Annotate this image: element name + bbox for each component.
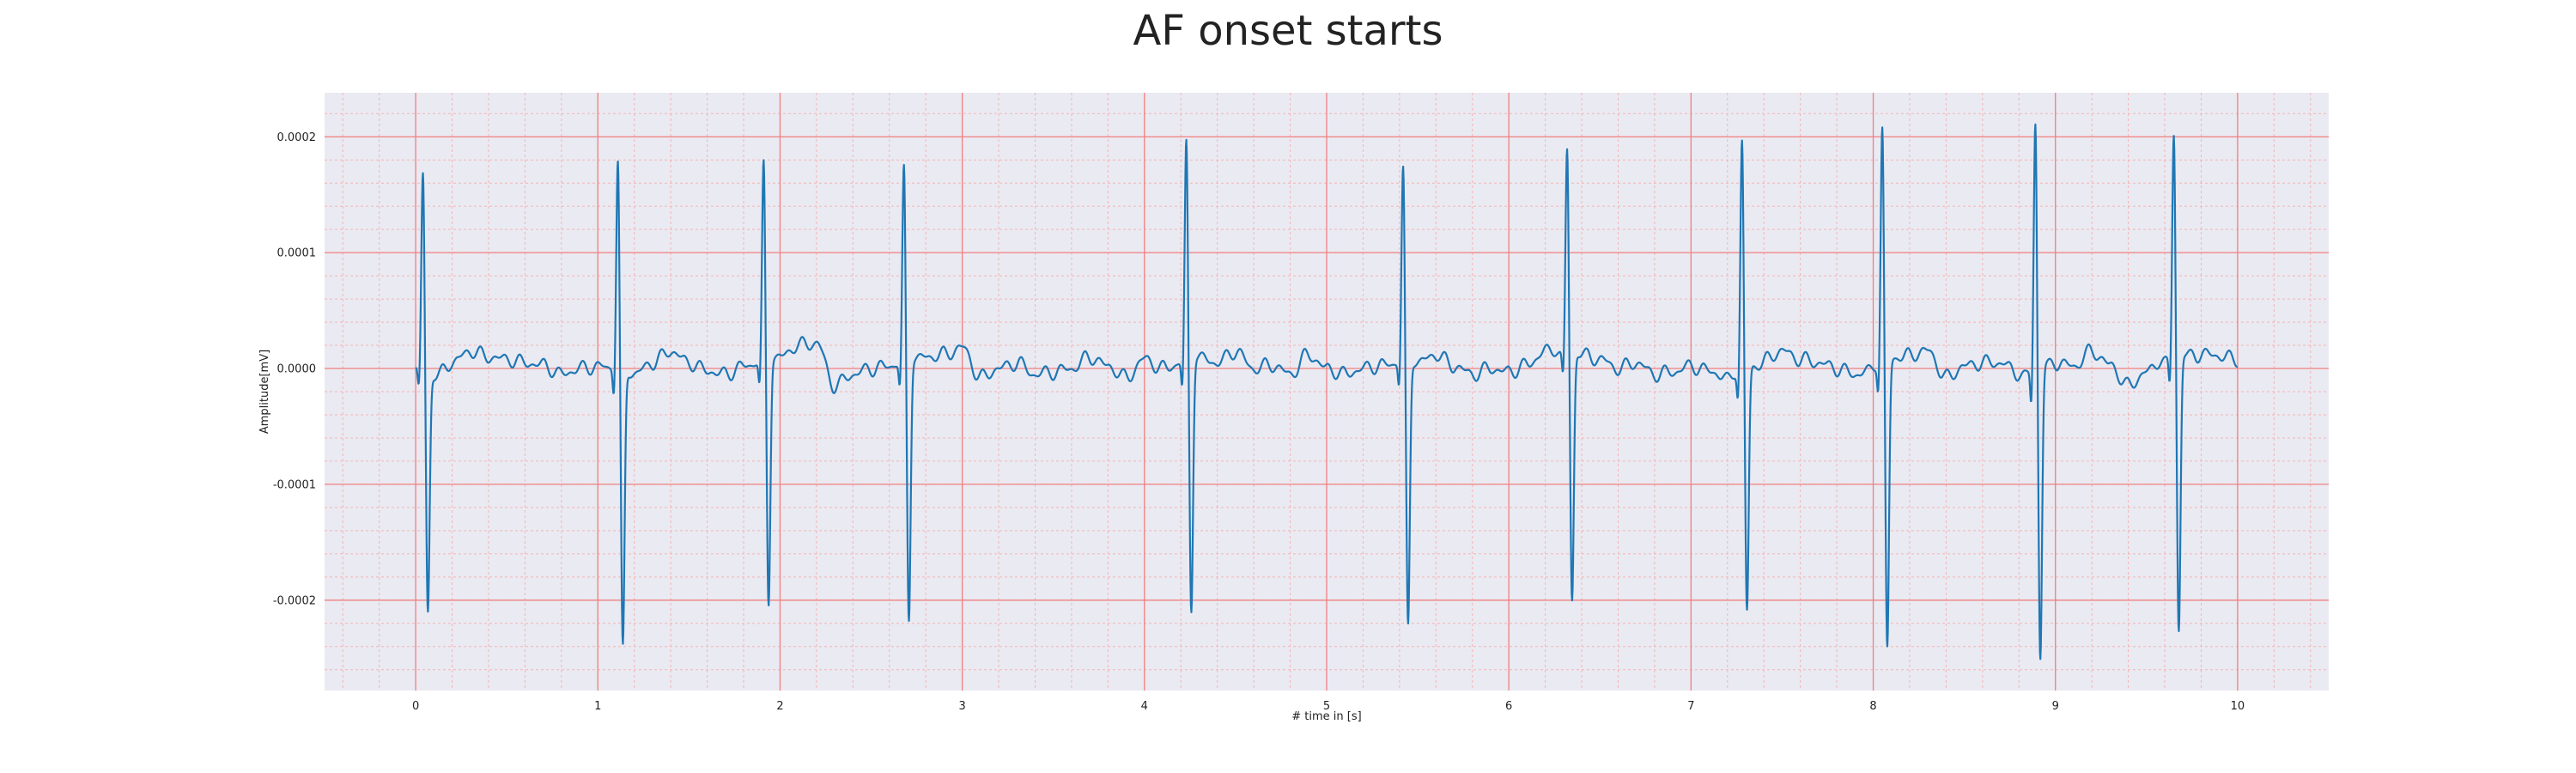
x-tick-label: 8 [1869, 700, 1876, 713]
x-tick-label: 6 [1505, 700, 1512, 713]
x-tick-label: 5 [1323, 700, 1330, 713]
y-tick-label: 0.0000 [277, 363, 317, 376]
ecg-signal-line [415, 123, 2239, 660]
x-tick-label: 0 [412, 700, 419, 713]
y-tick-label: 0.0001 [277, 247, 317, 260]
x-tick-label: 9 [2052, 700, 2059, 713]
x-axis-label: # time in [s] [1291, 710, 1361, 723]
x-tick-label: 2 [776, 700, 783, 713]
chart-title: AF onset starts [1133, 7, 1443, 55]
x-tick-label: 7 [1687, 700, 1694, 713]
x-axis: 0 1 2 3 4 5 6 7 8 9 10 [412, 700, 2245, 713]
x-tick-label: 4 [1141, 700, 1148, 713]
major-grid [325, 93, 2329, 691]
x-tick-label: 10 [2231, 700, 2245, 713]
x-tick-label: 3 [958, 700, 965, 713]
x-tick-label: 1 [594, 700, 601, 713]
y-tick-label: 0.0002 [277, 131, 317, 144]
y-axis-label: Amplitude[mV] [258, 350, 271, 434]
y-tick-label: -0.0001 [273, 478, 316, 491]
y-tick-label: -0.0002 [273, 594, 316, 607]
y-axis: -0.0002 -0.0001 0.0000 0.0001 0.0002 [273, 131, 316, 608]
